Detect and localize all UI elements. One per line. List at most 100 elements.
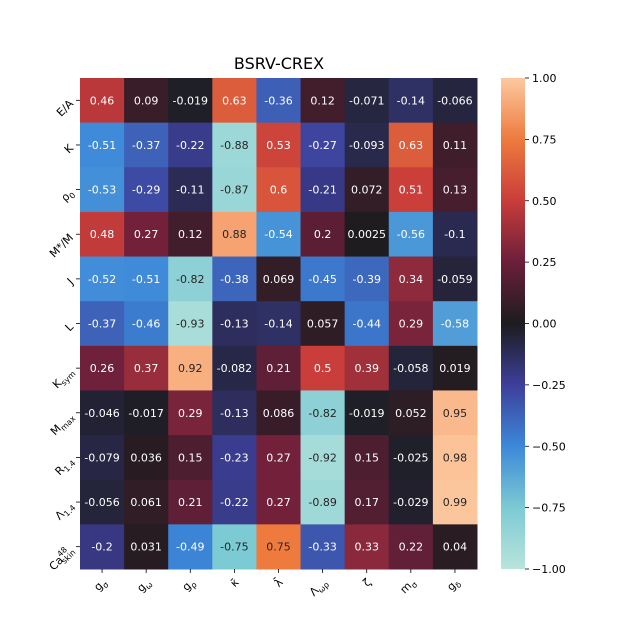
cell-value-label: -0.51 bbox=[132, 273, 160, 286]
y-tick-label: Λ1.4 bbox=[53, 499, 78, 524]
cell-value-label: 0.5 bbox=[314, 362, 332, 375]
heatmap-cell bbox=[388, 122, 434, 168]
colorbar-tick-label: −1.00 bbox=[532, 563, 566, 576]
heatmap-cell bbox=[168, 435, 213, 481]
cell-value-label: -0.88 bbox=[220, 139, 248, 152]
heatmap-cell bbox=[212, 301, 257, 347]
cell-value-label: 0.48 bbox=[90, 228, 115, 241]
cell-value-label: 0.75 bbox=[266, 541, 291, 554]
heatmap-cell bbox=[80, 479, 125, 525]
heatmap-cell bbox=[256, 479, 302, 525]
heatmap-cell bbox=[256, 301, 302, 347]
cell-value-label: -0.23 bbox=[220, 451, 248, 464]
heatmap-cell bbox=[80, 301, 125, 347]
x-tick-label: mσ bbox=[398, 576, 420, 598]
cell-value-label: 0.17 bbox=[354, 496, 379, 509]
heatmap-value-labels: 0.46 0.09 -0.019 0.63 -0.36 0.12 -0.071 -0.14 -0… bbox=[84, 94, 472, 553]
cell-value-label: -0.14 bbox=[397, 94, 425, 107]
x-tick-label: λ̄ bbox=[272, 576, 286, 590]
cell-value-label: 0.51 bbox=[399, 184, 424, 197]
cell-value-label: -0.75 bbox=[220, 541, 248, 554]
colorbar-tick-label: 0.75 bbox=[532, 133, 557, 146]
heatmap-cell bbox=[432, 345, 478, 391]
cell-value-label: -0.017 bbox=[128, 407, 163, 420]
heatmap-cell bbox=[168, 301, 213, 347]
heatmap-cell bbox=[300, 524, 346, 570]
cell-value-label: 0.052 bbox=[395, 407, 427, 420]
heatmap-cell bbox=[80, 167, 125, 213]
cell-value-label: -0.056 bbox=[84, 496, 119, 509]
cell-value-label: 0.11 bbox=[443, 139, 468, 152]
colorbar-tick-label: 0.25 bbox=[532, 256, 557, 269]
cell-value-label: -0.066 bbox=[437, 94, 472, 107]
colorbar-ticks: 1.00 0.75 0.50 0.25 0.00 −0.25 −0.50 −0.75 −1.00 bbox=[525, 72, 566, 576]
cell-value-label: -0.87 bbox=[220, 184, 248, 197]
heatmap-cell bbox=[300, 301, 346, 347]
heatmap-cell bbox=[124, 211, 169, 258]
heatmap-cell bbox=[80, 122, 125, 168]
cell-value-label: 0.0025 bbox=[347, 228, 386, 241]
cell-value-label: 0.15 bbox=[354, 451, 379, 464]
cell-value-label: 0.63 bbox=[222, 94, 247, 107]
cell-value-label: -0.38 bbox=[220, 273, 248, 286]
cell-value-label: 0.12 bbox=[178, 228, 203, 241]
y-tick-label: K bbox=[62, 141, 77, 156]
heatmap-cell bbox=[300, 256, 346, 302]
cell-value-label: -0.93 bbox=[176, 318, 204, 331]
cell-value-label: 0.036 bbox=[130, 451, 162, 464]
heatmap-cell bbox=[432, 211, 478, 258]
cell-value-label: 0.12 bbox=[310, 94, 335, 107]
heatmap-cell bbox=[344, 211, 390, 258]
heatmap-cell bbox=[388, 167, 434, 213]
cell-value-label: -0.059 bbox=[437, 273, 472, 286]
y-tick-label: L bbox=[63, 320, 77, 334]
cell-value-label: 0.031 bbox=[130, 541, 162, 554]
colorbar-tick-label: 1.00 bbox=[532, 72, 557, 85]
cell-value-label: -0.46 bbox=[132, 318, 160, 331]
cell-value-label: -0.11 bbox=[176, 184, 204, 197]
cell-value-label: -0.54 bbox=[264, 228, 292, 241]
heatmap-cell bbox=[212, 78, 257, 124]
cell-value-label: -0.14 bbox=[264, 318, 292, 331]
cell-value-label: 0.98 bbox=[443, 451, 468, 464]
cell-value-label: -0.13 bbox=[220, 318, 248, 331]
cell-value-label: 0.2 bbox=[314, 228, 332, 241]
y-tick-label: R1.4 bbox=[53, 454, 78, 479]
heatmap-cell bbox=[80, 390, 125, 436]
heatmap-cell bbox=[300, 479, 346, 525]
colorbar-tick-label: −0.50 bbox=[532, 440, 566, 453]
heatmap-cell bbox=[256, 167, 302, 213]
heatmap-cell bbox=[80, 78, 125, 124]
heatmap-cell bbox=[388, 345, 434, 391]
cell-value-label: 0.33 bbox=[354, 541, 379, 554]
heatmap-cell bbox=[80, 435, 125, 481]
heatmap-cell bbox=[256, 390, 302, 436]
heatmap-cell bbox=[344, 479, 390, 525]
heatmap-cell bbox=[432, 479, 478, 525]
cell-value-label: 0.13 bbox=[443, 184, 468, 197]
heatmap-cell bbox=[80, 524, 125, 570]
cell-value-label: 0.057 bbox=[307, 318, 339, 331]
cell-value-label: -0.093 bbox=[349, 139, 384, 152]
cell-value-label: 0.26 bbox=[90, 362, 115, 375]
heatmap-cell bbox=[300, 435, 346, 481]
cell-value-label: -0.21 bbox=[308, 184, 336, 197]
heatmap-cell bbox=[256, 122, 302, 168]
heatmap-cells bbox=[80, 78, 478, 570]
heatmap-cell bbox=[388, 435, 434, 481]
heatmap-cell bbox=[124, 435, 169, 481]
heatmap-cell bbox=[344, 78, 390, 124]
heatmap-cell bbox=[124, 301, 169, 347]
heatmap-cell bbox=[388, 301, 434, 347]
heatmap-cell bbox=[432, 256, 478, 302]
cell-value-label: -0.92 bbox=[308, 451, 336, 464]
cell-value-label: -0.071 bbox=[349, 94, 384, 107]
y-axis-ticks: E/A Kρ0 M*/M J L Ksym Mmax R1.4 Λ1.4 Ca48skin bbox=[47, 97, 80, 573]
cell-value-label: 0.53 bbox=[266, 139, 291, 152]
heatmap-cell bbox=[344, 301, 390, 347]
cell-value-label: 0.95 bbox=[443, 407, 468, 420]
cell-value-label: -0.37 bbox=[132, 139, 160, 152]
cell-value-label: -0.22 bbox=[176, 139, 204, 152]
cell-value-label: -0.82 bbox=[308, 407, 336, 420]
